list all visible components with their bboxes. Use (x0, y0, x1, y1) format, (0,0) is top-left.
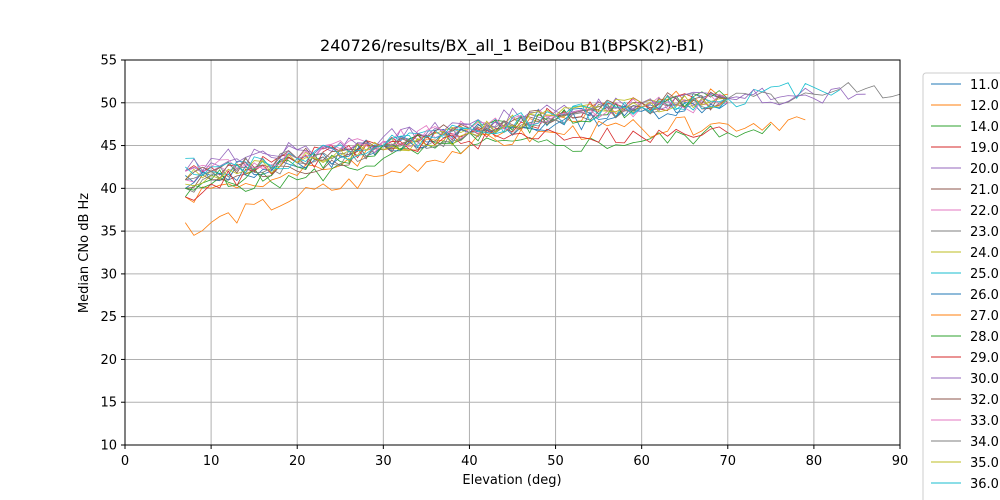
legend-label-29.0: 29.0 (970, 351, 999, 366)
legend-frame (922, 72, 1000, 500)
legend-label-32.0: 32.0 (970, 393, 999, 408)
y-tick-label: 40 (100, 182, 117, 197)
x-tick-label: 40 (461, 454, 478, 469)
y-tick-label: 15 (100, 396, 117, 411)
y-axis-ticks: 10 15 20 25 30 35 40 45 50 55 (100, 54, 125, 454)
series-line-33.0 (185, 94, 728, 172)
plot-area-frame (124, 59, 901, 446)
legend-label-26.0: 26.0 (970, 288, 999, 303)
series-line-14.0 (184, 123, 772, 198)
legend-label-25.0: 25.0 (970, 267, 999, 282)
x-tick-label: 80 (806, 454, 823, 469)
legend-label-28.0: 28.0 (970, 330, 999, 345)
x-axis-ticks: 0 10 20 30 40 50 60 70 80 90 (121, 445, 908, 469)
y-tick-label: 10 (100, 439, 117, 454)
y-tick-label: 50 (100, 96, 117, 111)
legend-label-24.0: 24.0 (970, 246, 999, 261)
legend-label-30.0: 30.0 (970, 372, 999, 387)
x-tick-label: 30 (375, 454, 392, 469)
legend-label-33.0: 33.0 (970, 414, 999, 429)
legend-label-35.0: 35.0 (970, 456, 999, 471)
x-tick-label: 10 (203, 454, 220, 469)
x-tick-label: 50 (547, 454, 564, 469)
legend-label-22.0: 22.0 (970, 204, 999, 219)
series-line-35.0 (185, 95, 729, 187)
legend: 11.0 12.0 14.0 19.0 20.0 21.0 22.0 23.0 24.0 25.0… (922, 72, 1000, 500)
y-tick-label: 20 (100, 353, 117, 368)
series-line-36.0 (185, 95, 729, 176)
legend-label-14.0: 14.0 (970, 120, 999, 135)
x-tick-label: 70 (720, 454, 737, 469)
legend-label-34.0: 34.0 (970, 435, 999, 450)
x-tick-label: 20 (289, 454, 306, 469)
y-tick-label: 30 (100, 267, 117, 282)
y-tick-label: 55 (100, 54, 117, 69)
legend-label-21.0: 21.0 (970, 183, 999, 198)
legend-label-23.0: 23.0 (970, 225, 999, 240)
chart-title: 240726/results/BX_all_1 BeiDou B1(BPSK(2… (320, 36, 704, 56)
series-line-23.0 (185, 82, 901, 193)
x-axis-title: Elevation (deg) (462, 473, 561, 488)
x-tick-label: 0 (121, 454, 129, 469)
series-lines (184, 82, 901, 236)
y-tick-label: 35 (100, 225, 117, 240)
legend-label-27.0: 27.0 (970, 309, 999, 324)
x-tick-label: 60 (633, 454, 650, 469)
series-line-27.0 (184, 116, 806, 236)
x-tick-label: 90 (892, 454, 909, 469)
series-line-29.0 (185, 126, 729, 201)
legend-label-20.0: 20.0 (970, 162, 999, 177)
legend-label-12.0: 12.0 (970, 99, 999, 114)
series-line-30.0 (184, 87, 866, 172)
y-tick-label: 45 (100, 139, 117, 154)
legend-label-19.0: 19.0 (970, 141, 999, 156)
legend-label-11.0: 11.0 (970, 78, 999, 93)
y-axis-title: Median CNo dB Hz (77, 193, 92, 313)
y-tick-label: 25 (100, 310, 117, 325)
legend-label-36.0: 36.0 (970, 477, 999, 492)
